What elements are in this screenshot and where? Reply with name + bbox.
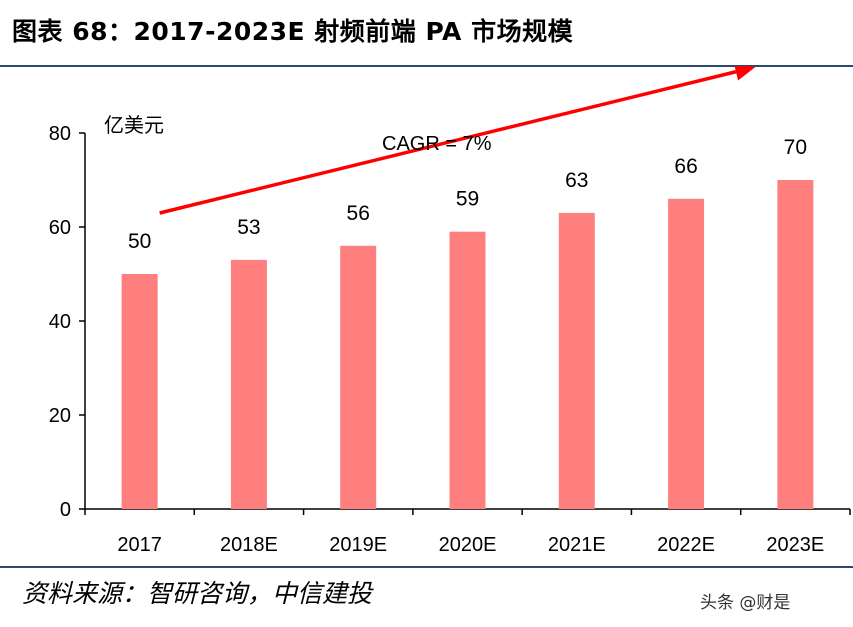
chart-labels: 50 2017 53 2018E 56 2019E 59 2020E 63 2021E 66 2022… [117, 136, 824, 556]
y-tick-label: 80 [49, 123, 71, 145]
bar-value-label: 53 [237, 216, 260, 239]
x-tick-label: 2018E [220, 534, 278, 556]
y-tick-label: 20 [49, 405, 71, 427]
bar-value-label: 56 [347, 202, 370, 225]
page-title: 图表 68：2017-2023E 射频前端 PA 市场规模 [12, 17, 574, 46]
cagr-arrow-head [734, 66, 756, 81]
bar [121, 274, 158, 509]
y-tick-label: 40 [49, 311, 71, 333]
x-tick-label: 2021E [548, 534, 606, 556]
chart-bars [121, 180, 814, 510]
bar-value-label: 59 [456, 188, 479, 211]
bar-value-label: 70 [784, 136, 807, 159]
source-note: 资料来源：智研咨询，中信建投 [22, 579, 373, 608]
x-tick-label: 2022E [657, 534, 715, 556]
bar [777, 180, 814, 509]
y-tick-label: 0 [60, 499, 71, 521]
bar [230, 259, 267, 509]
bar [449, 231, 486, 509]
bar-chart: 0 20 40 60 80 50 2017 53 2018E 56 2019E 59 2020E 63 2… [49, 66, 851, 556]
bar [340, 245, 377, 510]
bar-value-label: 63 [565, 169, 588, 192]
bar [668, 198, 705, 510]
y-axis-unit-label: 亿美元 [104, 114, 164, 137]
x-tick-label: 2019E [329, 534, 387, 556]
bar [558, 212, 595, 509]
footer-divider [0, 566, 853, 568]
x-tick-label: 2020E [439, 534, 497, 556]
watermark: 头条 @财是 [700, 593, 791, 613]
bar-value-label: 50 [128, 230, 151, 253]
bar-value-label: 66 [674, 155, 697, 178]
x-tick-label: 2023E [766, 534, 824, 556]
x-tick-label: 2017 [117, 534, 162, 556]
cagr-annotation: CAGR = 7% [382, 133, 492, 155]
title-divider [0, 65, 853, 67]
y-tick-label: 60 [49, 217, 71, 239]
cagr-arrow [159, 66, 756, 215]
cagr-arrow-line [159, 70, 737, 215]
chart-axes: 0 20 40 60 80 [49, 123, 851, 521]
